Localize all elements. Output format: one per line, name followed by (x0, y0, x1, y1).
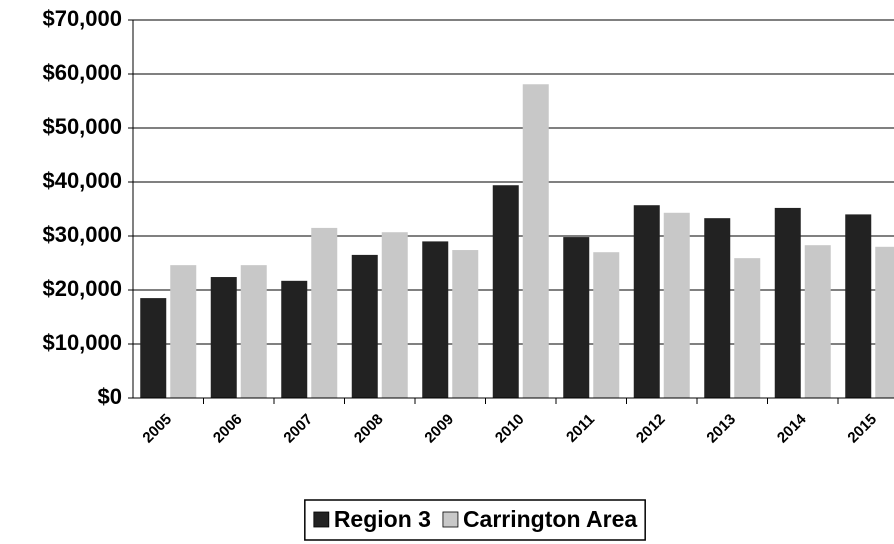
y-tick-label: $60,000 (42, 60, 122, 85)
x-tick-label: 2013 (703, 411, 739, 447)
legend: Region 3 Carrington Area (304, 499, 646, 541)
bar (734, 258, 761, 398)
bar (875, 246, 894, 398)
y-tick-label: $30,000 (42, 222, 122, 247)
y-tick-label: $20,000 (42, 276, 122, 301)
bar (492, 185, 519, 398)
x-tick-label: 2010 (492, 411, 528, 447)
bar (774, 207, 801, 398)
bar (563, 237, 590, 398)
legend-label: Region 3 (334, 506, 431, 532)
y-tick-label: $50,000 (42, 114, 122, 139)
x-tick-label: 2011 (563, 411, 598, 446)
bar (804, 245, 831, 398)
bar (593, 252, 620, 398)
legend-box (304, 499, 646, 541)
x-tick-label: 2007 (280, 411, 316, 447)
bar (452, 250, 479, 398)
bar (240, 265, 267, 398)
x-tick-label: 2015 (844, 411, 880, 447)
bar (351, 254, 378, 398)
x-tick-label: 2005 (139, 411, 175, 447)
legend-swatch (442, 511, 459, 528)
y-tick-label: $70,000 (42, 6, 122, 31)
bar (281, 280, 308, 398)
bar (170, 265, 197, 398)
bar (140, 298, 167, 398)
x-tick-label: 2012 (633, 411, 669, 447)
y-tick-label: $40,000 (42, 168, 122, 193)
y-tick-label: $10,000 (42, 330, 122, 355)
legend-swatch (313, 511, 330, 528)
bar (210, 277, 237, 398)
bar (704, 218, 731, 398)
bar (381, 232, 408, 398)
y-tick-label: $0 (98, 384, 122, 409)
bar (845, 214, 872, 398)
bar (633, 205, 660, 398)
x-tick-label: 2009 (421, 411, 457, 447)
bar (311, 227, 338, 398)
x-tick-label: 2014 (774, 410, 810, 446)
bar (522, 84, 549, 398)
bar (663, 212, 690, 398)
x-tick-label: 2008 (351, 411, 387, 447)
x-tick-label: 2006 (210, 411, 246, 447)
bar (422, 241, 449, 398)
legend-label: Carrington Area (463, 506, 637, 532)
